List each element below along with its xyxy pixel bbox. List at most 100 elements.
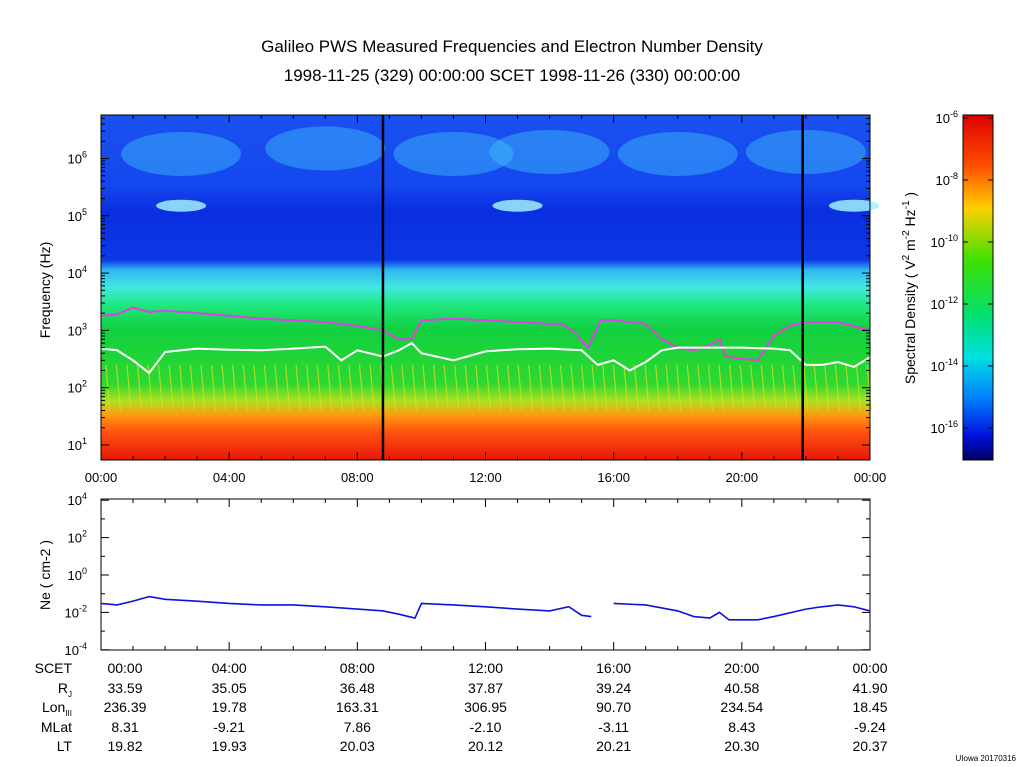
harmonic-streak xyxy=(792,364,798,411)
harmonic-streak xyxy=(454,364,460,411)
ephemeris-value: 163.31 xyxy=(335,699,379,715)
harmonic-streak xyxy=(496,364,502,411)
emission-blob xyxy=(156,199,207,212)
harmonic-streak xyxy=(813,364,819,411)
y-tick-label: 103 xyxy=(68,321,87,338)
ephemeris-value: 19.93 xyxy=(211,738,247,754)
harmonic-streak xyxy=(528,364,534,411)
x-tick-label: 00:00 xyxy=(85,470,118,485)
harmonic-streak xyxy=(411,364,418,411)
ephemeris-value: 37.87 xyxy=(467,679,504,696)
harmonic-streak xyxy=(221,364,227,411)
colorbar-tick-label: 10-10 xyxy=(931,233,958,250)
ephemeris-row-label: LT xyxy=(57,738,72,754)
harmonic-streak xyxy=(358,364,365,411)
ephemeris-value: -9.21 xyxy=(213,718,246,735)
harmonic-streak xyxy=(676,364,682,411)
harmonic-streak xyxy=(284,364,291,411)
row-label-text: SCET xyxy=(34,660,72,676)
ephemeris-value: 20.21 xyxy=(596,738,632,754)
ephemeris-value: 08:00 xyxy=(339,660,375,676)
harmonic-streak xyxy=(623,364,629,411)
harmonic-streak xyxy=(655,364,661,411)
harmonic-streak xyxy=(263,364,270,411)
density-line xyxy=(100,595,592,619)
harmonic-streak xyxy=(718,364,724,411)
harmonic-streak xyxy=(337,364,344,411)
harmonic-streak xyxy=(295,364,301,411)
harmonic-streak xyxy=(485,364,492,411)
harmonic-streak xyxy=(232,364,238,411)
ephemeris-value: 20.37 xyxy=(852,738,888,754)
colorbar-tick-label: 10-8 xyxy=(936,171,958,188)
harmonic-streak xyxy=(633,364,640,411)
ephemeris-row-label: LonIII xyxy=(42,699,72,718)
upper-frequency-line xyxy=(100,306,871,362)
ephemeris-value: 20:00 xyxy=(724,660,760,676)
colorbar-gradient xyxy=(962,114,994,461)
emission-patch xyxy=(265,126,386,171)
harmonic-streak xyxy=(824,364,830,411)
row-label-text: R xyxy=(57,679,68,696)
harmonic-streak xyxy=(126,364,132,411)
x-tick-label: 12:00 xyxy=(469,470,502,485)
spectrogram-image xyxy=(101,115,870,460)
harmonic-streak xyxy=(210,364,217,411)
lower-frequency-line xyxy=(100,341,871,375)
harmonic-streak xyxy=(644,364,650,411)
colorbar-tick-label: 10-6 xyxy=(936,109,958,126)
ephemeris-value: 19.82 xyxy=(107,738,143,754)
harmonic-streak xyxy=(369,364,375,411)
ephemeris-value: 234.54 xyxy=(720,699,764,715)
harmonic-streak xyxy=(729,364,735,411)
colorbar: 10-6 10-8 10-10 10-12 10-14 10-16 Spectral Den… xyxy=(901,109,994,461)
harmonic-streak xyxy=(591,364,597,411)
ephemeris-row-label: RJ xyxy=(58,680,72,699)
ephemeris-value: 20.03 xyxy=(339,738,375,754)
harmonic-streak xyxy=(697,364,703,411)
harmonic-streak xyxy=(834,364,840,411)
colorbar-tick-label: 10-16 xyxy=(931,419,958,436)
ephemeris-row-label: MLat xyxy=(41,719,72,735)
ephemeris-value: 20.12 xyxy=(467,738,504,754)
harmonic-streak xyxy=(200,364,206,411)
harmonic-streak xyxy=(538,364,544,411)
ephemeris-value: 306.95 xyxy=(464,699,507,715)
spectrogram-panel: 101 102 103 104 105 106 00:00 04:00 08:00 12:00 16… xyxy=(37,114,886,485)
y-tick-label: 102 xyxy=(68,379,87,396)
harmonic-streak xyxy=(559,364,566,411)
emission-patch xyxy=(489,129,610,174)
x-tick-label: 16:00 xyxy=(597,470,630,485)
emission-patch xyxy=(121,131,242,176)
ephemeris-value: 33.59 xyxy=(107,679,143,696)
y-tick-label: 104 xyxy=(68,491,87,508)
density-panel: 104 102 100 10-2 10-4 Ne ( cm-2 ) xyxy=(37,491,871,658)
harmonic-streak xyxy=(464,364,470,411)
row-label-text: LT xyxy=(56,738,72,754)
harmonic-streak xyxy=(432,364,439,411)
ephemeris-value: 39.24 xyxy=(596,679,632,696)
credit-label: UIowa 20170316 xyxy=(955,754,1017,763)
ephemeris-value: 18.45 xyxy=(852,699,888,715)
harmonic-streak xyxy=(179,364,185,411)
harmonic-streak xyxy=(242,364,248,411)
harmonic-streak xyxy=(158,364,164,411)
y-tick-label: 10-4 xyxy=(65,641,87,658)
harmonic-streak xyxy=(443,364,449,411)
harmonic-streak xyxy=(115,364,121,411)
ephemeris-value: 12:00 xyxy=(467,660,504,676)
harmonic-streak xyxy=(422,364,428,411)
row-label-subscript: J xyxy=(68,689,72,699)
harmonic-streak xyxy=(327,364,333,411)
harmonic-streak xyxy=(855,364,862,411)
chart-title: Galileo PWS Measured Frequencies and Ele… xyxy=(261,37,763,56)
ephemeris-value: -3.11 xyxy=(598,718,630,735)
harmonic-streak xyxy=(686,364,692,411)
harmonic-streak xyxy=(803,364,809,411)
ephemeris-value: 36.48 xyxy=(339,679,375,696)
density-frame xyxy=(100,498,871,651)
y-tick-label: 105 xyxy=(68,207,87,224)
harmonic-streak xyxy=(581,364,587,411)
